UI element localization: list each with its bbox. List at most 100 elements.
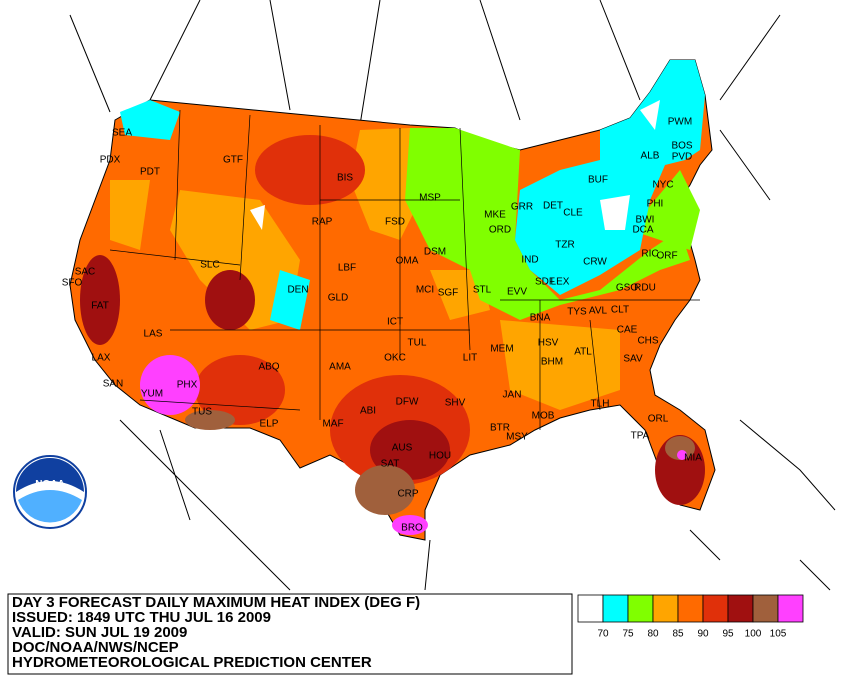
legend-swatch — [702, 594, 729, 623]
station-label: SAT — [381, 459, 400, 470]
state-lines — [109, 109, 700, 430]
title-line: VALID: SUN JUL 19 2009 — [12, 624, 187, 641]
zone-70 — [250, 100, 660, 230]
station-label: PVD — [672, 152, 693, 163]
station-label: CLT — [611, 305, 629, 316]
station-label: PWM — [668, 117, 692, 128]
station-label: NYC — [652, 180, 673, 191]
station-label: RDU — [634, 283, 656, 294]
station-label: ALB — [641, 151, 660, 162]
station-label: TUS — [192, 407, 212, 418]
station-label: BWI — [636, 215, 655, 226]
zone-magenta — [140, 355, 200, 415]
zone-80 — [405, 128, 700, 320]
station-label: TPA — [631, 431, 650, 442]
station-label: TUL — [408, 338, 427, 349]
logo-text: NOAA — [35, 479, 64, 490]
station-label: DET — [543, 201, 563, 212]
station-label: PDT — [140, 167, 160, 178]
legend-label: 105 — [770, 629, 787, 640]
legend-swatch — [577, 594, 604, 623]
station-label: PDX — [100, 155, 121, 166]
station-label: BUF — [588, 175, 608, 186]
legend-label: 90 — [697, 629, 709, 640]
noaa-logo: NOAA — [13, 455, 87, 529]
station-label: CRP — [397, 489, 418, 500]
legend-label: 85 — [672, 629, 684, 640]
station-label: IND — [521, 255, 538, 266]
station-label: SAC — [75, 267, 96, 278]
station-label: BRO — [401, 523, 423, 534]
station-label: TZR — [555, 240, 574, 251]
zone-95 — [255, 135, 365, 205]
station-label: PHI — [647, 199, 664, 210]
legend-label: 75 — [622, 629, 634, 640]
station-label: GLD — [328, 293, 349, 304]
station-label: SEA — [112, 128, 132, 139]
station-label: YUM — [141, 389, 163, 400]
station-label: EVV — [507, 287, 527, 298]
station-label: ORL — [648, 414, 669, 425]
station-label: ABQ — [258, 362, 279, 373]
station-label: CHS — [637, 336, 658, 347]
station-label: PHX — [177, 380, 198, 391]
zone-magenta — [392, 515, 428, 535]
station-label: DSM — [424, 247, 446, 258]
station-label: AVL — [589, 306, 608, 317]
station-label: DEN — [287, 285, 308, 296]
zone-100 — [80, 255, 120, 345]
station-label: CAE — [617, 325, 638, 336]
station-label: SLC — [200, 260, 219, 271]
station-label: FAT — [91, 301, 109, 312]
title-line: ISSUED: 1849 UTC THU JUL 16 2009 — [12, 609, 271, 626]
station-label: DCA — [632, 225, 653, 236]
legend-swatch — [602, 594, 629, 623]
legend-swatch — [777, 594, 804, 623]
legend-swatch — [727, 594, 754, 623]
station-label: JAN — [503, 390, 522, 401]
station-label: OMA — [396, 256, 419, 267]
station-label: MKE — [484, 210, 506, 221]
title-box — [7, 593, 573, 675]
legend-label: 80 — [647, 629, 659, 640]
station-label: ATL — [574, 347, 592, 358]
legend-label: 70 — [597, 629, 609, 640]
zone-105plus — [665, 436, 695, 460]
station-label: HSV — [538, 338, 559, 349]
station-label: GSO — [616, 283, 638, 294]
zone-100 — [205, 270, 255, 330]
station-label: RAP — [312, 217, 333, 228]
station-label: MOB — [532, 411, 555, 422]
title-block: DAY 3 FORECAST DAILY MAXIMUM HEAT INDEX … — [12, 594, 420, 671]
station-label: HOU — [429, 451, 451, 462]
zone-105plus — [355, 465, 415, 515]
station-label: BTR — [490, 423, 510, 434]
legend-swatch — [627, 594, 654, 623]
station-label: LAS — [144, 329, 163, 340]
station-label: MIA — [684, 453, 702, 464]
station-label: SAV — [623, 354, 643, 365]
legend-swatch — [752, 594, 779, 623]
station-label: SAN — [103, 379, 124, 390]
station-label: OKC — [384, 353, 406, 364]
station-label: ELP — [260, 419, 279, 430]
station-label: ICT — [387, 317, 403, 328]
context-lines — [69, 0, 836, 591]
station-label: SHV — [445, 398, 466, 409]
station-label: MSY — [506, 432, 528, 443]
station-label: TYS — [567, 307, 587, 318]
legend-label: 100 — [745, 629, 762, 640]
station-label: STL — [473, 285, 492, 296]
station-label: ORF — [656, 251, 677, 262]
station-label: BHM — [541, 357, 563, 368]
station-label: SGF — [438, 288, 459, 299]
station-label: CRW — [583, 257, 607, 268]
station-label: LIT — [463, 353, 477, 364]
station-label: MAF — [322, 419, 343, 430]
title-line: HYDROMETEOROLOGICAL PREDICTION CENTER — [12, 654, 372, 671]
station-label: AUS — [392, 443, 413, 454]
station-label: BIS — [337, 173, 353, 184]
